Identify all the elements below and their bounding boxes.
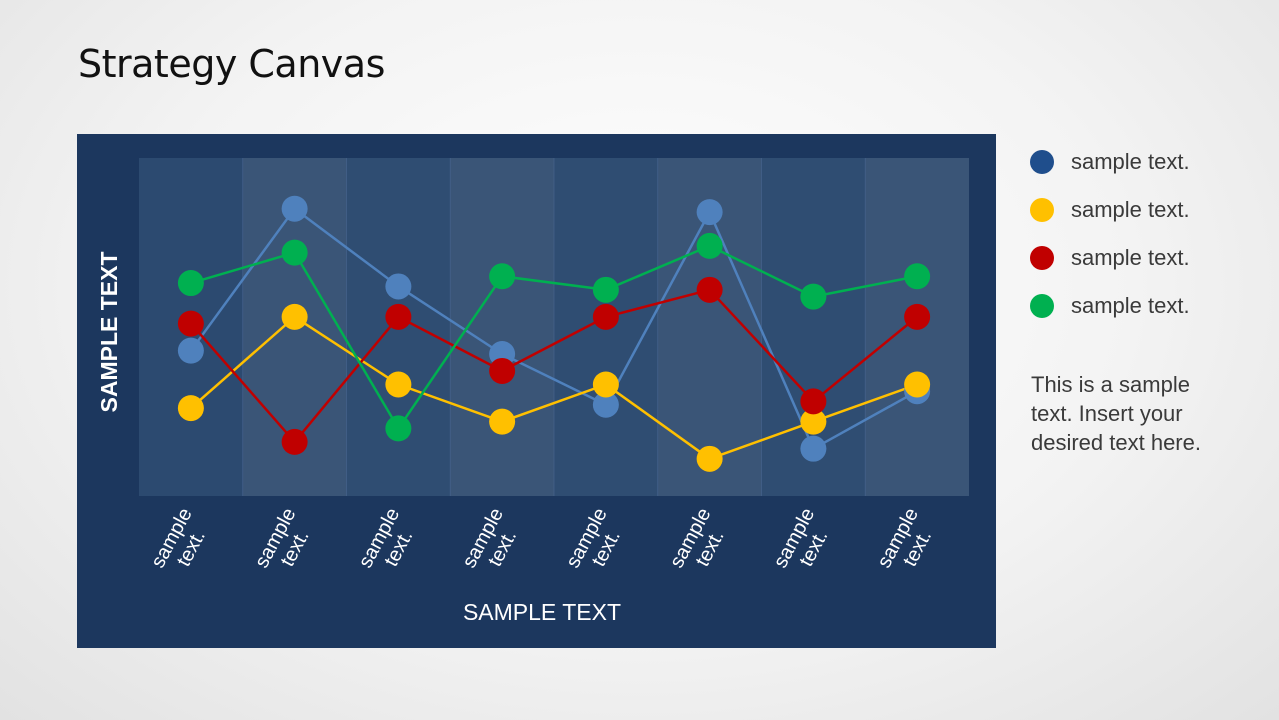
data-point [385,415,412,442]
data-point [904,303,931,330]
y-axis-title: SAMPLE TEXT [96,251,122,412]
data-point [592,303,619,330]
data-point [904,371,931,398]
data-point [177,310,204,337]
data-point [696,232,723,259]
data-point [281,428,308,455]
legend-item: sample text. [1030,290,1270,322]
data-point [592,371,619,398]
category-band [450,158,554,496]
data-point [800,408,827,435]
legend-label: sample text. [1071,245,1190,270]
data-point [177,395,204,422]
data-point [800,283,827,310]
data-point [385,273,412,300]
legend: sample text. sample text. sample text. s… [1030,146,1270,338]
series-line [190,244,918,430]
data-point [904,263,931,290]
chart-panel: sampletext. sampletext. sampletext. samplet… [77,134,996,648]
legend-item: sample text. [1030,194,1270,226]
data-point [489,357,516,384]
legend-swatch [1030,198,1054,222]
x-tick-label: sampletext. [562,504,631,582]
series-line [189,288,918,444]
legend-swatch [1030,294,1054,318]
data-point [489,408,516,435]
x-tick-label: sampletext. [251,504,320,582]
side-note-text: This is a sample text. Insert your desir… [1031,372,1201,455]
legend-label: sample text. [1071,149,1190,174]
x-axis-title: SAMPLE TEXT [463,599,621,625]
data-point [800,388,827,415]
x-tick-label: sampletext. [355,504,424,582]
x-tick-label: sampletext. [666,504,735,582]
data-point [177,270,204,297]
legend-item: sample text. [1030,146,1270,178]
x-tick-label: sampletext. [770,504,839,582]
series-line [190,315,918,461]
x-tick-label: sampletext. [873,504,942,582]
legend-item: sample text. [1030,242,1270,274]
x-tick-label: sampletext. [458,504,527,582]
data-point [281,195,308,222]
data-point [800,435,827,462]
legend-swatch [1030,246,1054,270]
legend-label: sample text. [1071,197,1190,222]
series-line [189,207,918,450]
data-point [281,303,308,330]
legend-swatch [1030,150,1054,174]
data-point [177,337,204,364]
data-point [385,303,412,330]
legend-label: sample text. [1071,293,1190,318]
data-point [696,199,723,226]
data-point [696,276,723,303]
data-point [592,276,619,303]
slide-title: Strategy Canvas [78,42,385,86]
data-point [281,239,308,266]
data-point [696,445,723,472]
data-point [592,391,619,418]
data-point [489,263,516,290]
strategy-canvas-chart: sampletext. sampletext. sampletext. samplet… [96,158,969,625]
data-point [385,371,412,398]
x-tick-label: sampletext. [147,504,216,582]
